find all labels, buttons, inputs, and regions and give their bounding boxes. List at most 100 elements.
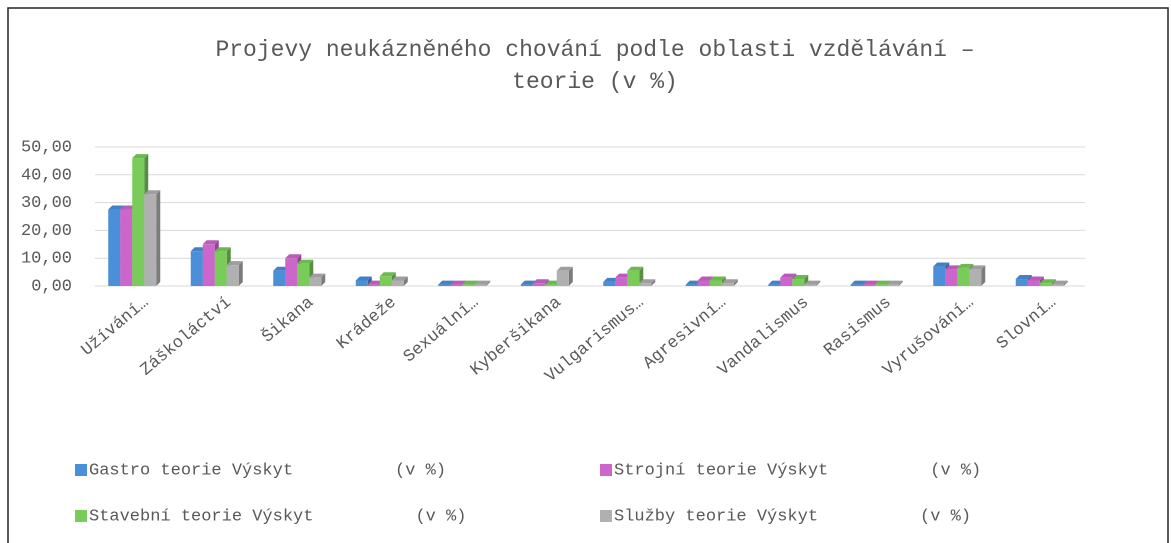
bar-face — [132, 158, 145, 286]
bar-face — [532, 279, 549, 284]
bar-face — [238, 261, 243, 286]
bar-face — [309, 277, 322, 286]
bar-face — [156, 190, 161, 286]
legend-swatch — [75, 464, 87, 476]
bar-face — [804, 284, 817, 286]
y-tick-label: 40,00 — [21, 166, 72, 185]
bar-face — [520, 284, 533, 286]
bar-face — [108, 209, 121, 286]
bar — [226, 261, 243, 286]
bar-face — [768, 284, 781, 286]
y-tick-label: 0,00 — [31, 277, 72, 296]
bar-face — [780, 273, 797, 278]
chart-title: Projevy neukázněného chování podle oblas… — [215, 37, 975, 95]
bar-face — [697, 276, 714, 281]
bar — [556, 266, 573, 286]
bar-face — [898, 280, 903, 286]
bar-face — [226, 265, 239, 286]
bar — [474, 280, 491, 286]
legend-swatch — [600, 464, 612, 476]
bar-face — [379, 276, 392, 286]
bar-face — [1027, 276, 1044, 281]
y-tick-label: 20,00 — [21, 222, 72, 241]
bar — [969, 265, 986, 286]
bar-face — [886, 284, 899, 286]
bar-face — [391, 280, 404, 286]
bar-face — [450, 280, 467, 285]
bar-face — [792, 275, 809, 280]
bar-face — [862, 284, 875, 286]
bar-face — [886, 280, 903, 285]
bar-face — [1015, 279, 1028, 286]
legend-label: Stavební teorie Výskyt (v %) — [89, 507, 466, 526]
bar-face — [214, 247, 231, 252]
bar — [721, 279, 738, 286]
bar-face — [933, 262, 950, 267]
x-tick-label: Sexuální… — [400, 293, 483, 367]
bar-face — [709, 280, 722, 286]
bar-face — [285, 254, 302, 259]
bar-face — [462, 280, 479, 285]
bar-face — [202, 240, 219, 245]
bar-face — [627, 270, 640, 286]
legend-swatch — [600, 510, 612, 522]
bar-face — [474, 284, 487, 286]
bar-face — [556, 266, 573, 271]
bar-face — [367, 284, 380, 286]
bar-face — [639, 283, 652, 286]
y-tick-label: 50,00 — [21, 138, 72, 157]
x-tick-label: Slovní… — [994, 293, 1061, 353]
bar-face — [450, 284, 463, 286]
bar-face — [438, 280, 455, 285]
bar-face — [355, 280, 368, 286]
bar-face — [685, 284, 698, 286]
x-tick-label: Rasismus — [821, 293, 896, 360]
bar-face — [850, 280, 867, 285]
x-tick-label: Vandalismus — [715, 293, 813, 380]
bar-face — [544, 284, 557, 286]
bar-face — [438, 284, 451, 286]
bar-face — [1063, 280, 1068, 286]
bar-face — [780, 277, 793, 286]
bar-face — [556, 270, 569, 286]
bar-face — [297, 259, 314, 264]
bar — [144, 190, 161, 286]
bar-face — [132, 154, 149, 159]
bar-face — [1039, 283, 1052, 286]
bar — [391, 276, 408, 286]
bar-face — [474, 280, 491, 285]
bar — [639, 279, 656, 286]
x-tick-label: Šikana — [258, 293, 318, 348]
bar-face — [144, 194, 157, 286]
bar-face — [273, 270, 286, 286]
bar-face — [721, 279, 738, 284]
x-tick-label: Užívání… — [78, 293, 153, 360]
legend-swatch — [75, 510, 87, 522]
bar-face — [309, 273, 326, 278]
bar-face — [1039, 279, 1056, 284]
bar-face — [651, 279, 656, 286]
bar-face — [862, 280, 879, 285]
bar-face — [403, 276, 408, 286]
bar-face — [957, 267, 970, 286]
bar-face — [850, 284, 863, 286]
x-tick-label: Záškoláctví — [137, 293, 235, 380]
bar-face — [391, 276, 408, 281]
bar-face — [615, 277, 628, 286]
bar-face — [285, 258, 298, 286]
bar-face — [816, 280, 821, 286]
bar-face — [120, 209, 133, 286]
bar-face — [144, 190, 161, 195]
bar-face — [874, 284, 887, 286]
legend-label: Strojní teorie Výskyt (v %) — [614, 461, 981, 480]
bar-face — [202, 244, 215, 286]
bar-face — [804, 280, 821, 285]
bar-face — [639, 279, 656, 284]
bar-face — [981, 265, 986, 286]
bar — [804, 280, 821, 286]
y-tick-label: 10,00 — [21, 250, 72, 269]
bar-face — [462, 284, 475, 286]
bar-face — [697, 280, 710, 286]
bar-face — [486, 280, 491, 286]
